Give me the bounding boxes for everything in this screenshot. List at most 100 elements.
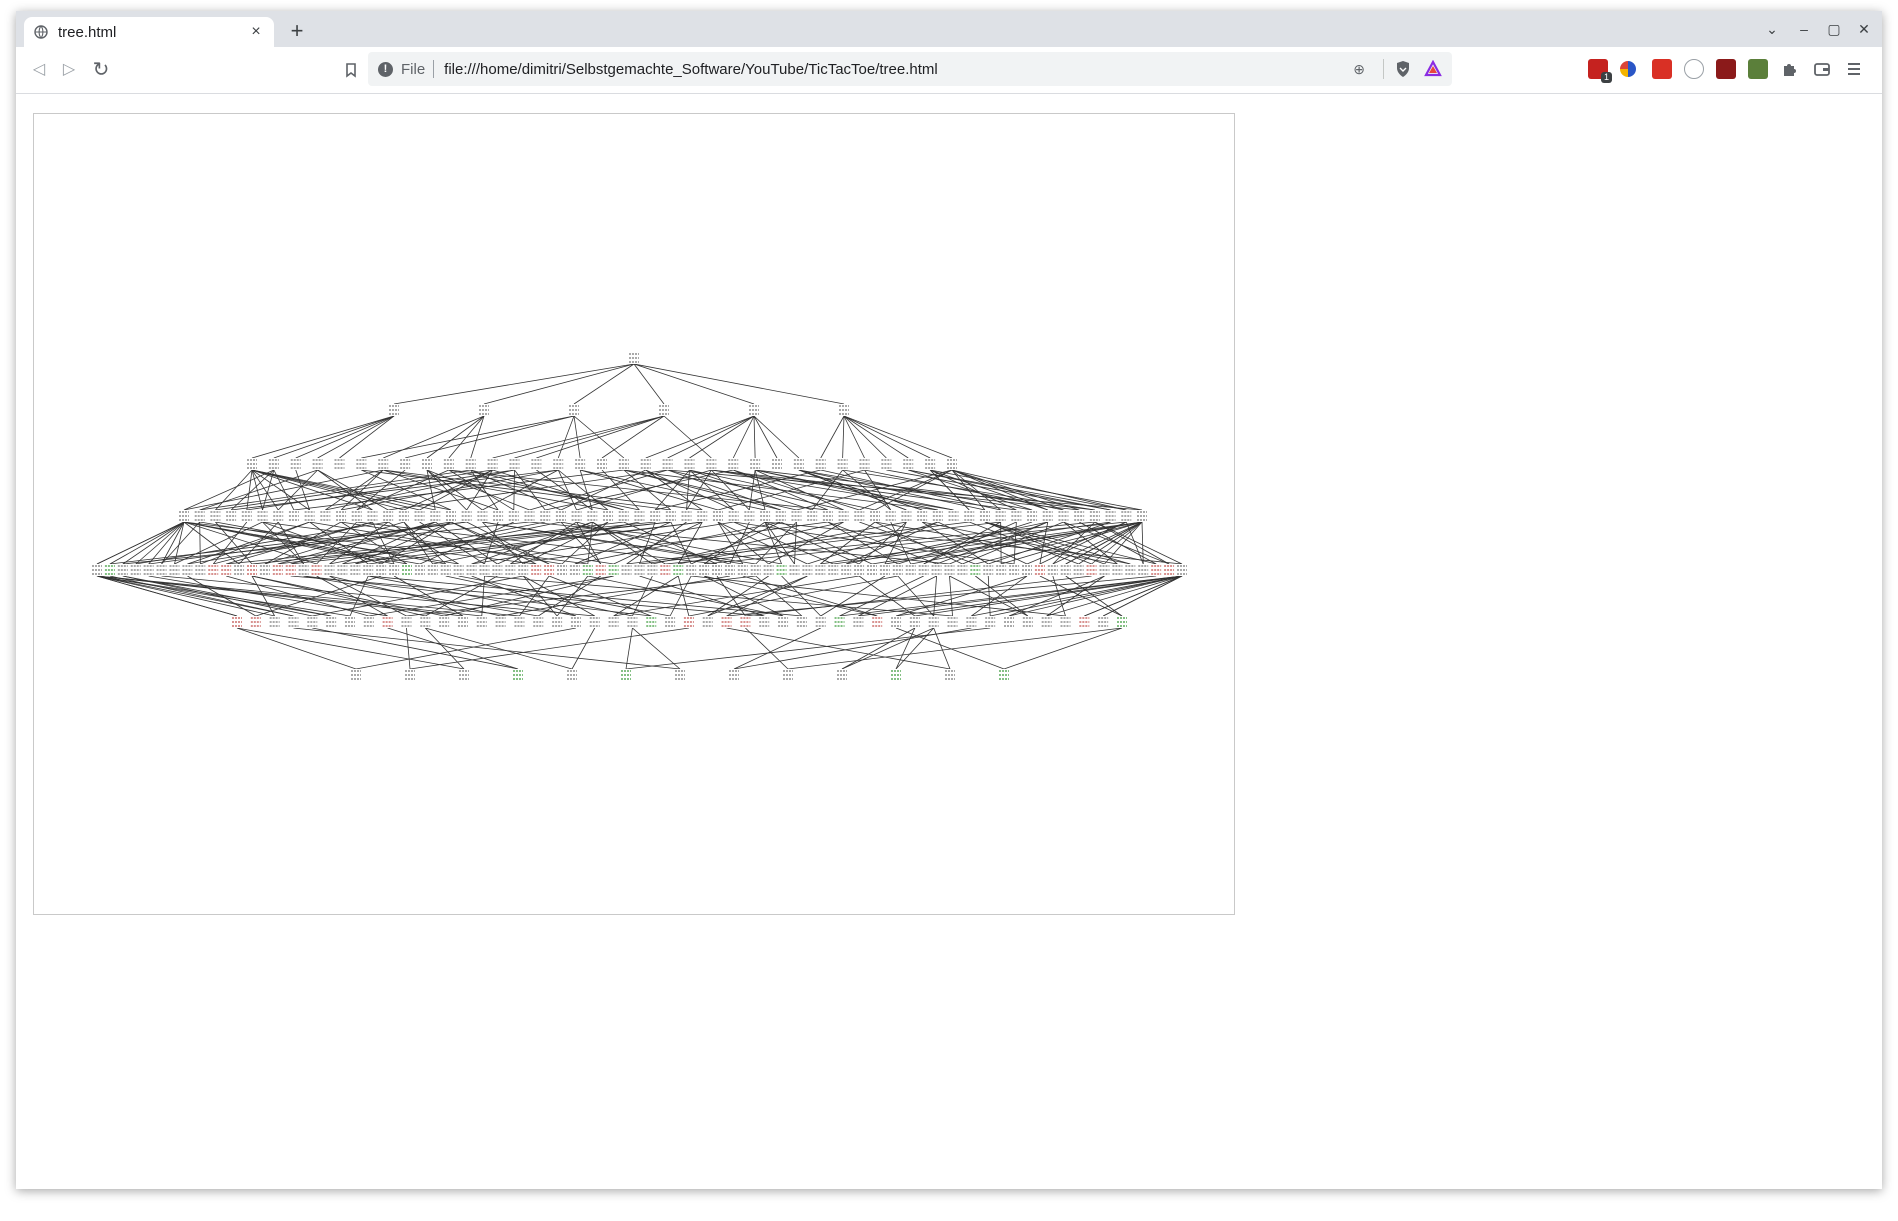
- tree-edge: [290, 521, 671, 565]
- tree-edge: [820, 575, 886, 617]
- tree-edge: [96, 575, 351, 617]
- menu-icon[interactable]: [1844, 59, 1864, 79]
- tree-edge: [277, 469, 318, 511]
- tree-edge: [316, 575, 388, 617]
- tree-edge: [251, 469, 452, 511]
- reload-button[interactable]: ↻: [92, 59, 110, 81]
- tree-edge: [846, 521, 939, 565]
- board-node: [720, 616, 733, 628]
- board-node: [963, 510, 976, 522]
- tree-edge: [632, 627, 681, 670]
- tree-edge: [670, 521, 692, 565]
- tree-edge: [780, 521, 873, 565]
- tree-edge: [613, 575, 679, 617]
- tree-edge: [251, 469, 373, 511]
- tree-edge: [135, 521, 185, 565]
- wallet-icon[interactable]: [1812, 59, 1832, 79]
- brave-shield-icon[interactable]: [1394, 60, 1412, 78]
- tree-edge: [990, 575, 1183, 617]
- tree-edge: [1003, 627, 1123, 670]
- tree-edge: [1052, 521, 1143, 565]
- red-shield-extension-icon[interactable]: [1652, 59, 1672, 79]
- tree-edge: [356, 521, 718, 565]
- board-node: [853, 564, 866, 576]
- tree-edge: [645, 469, 734, 511]
- board-node: [659, 564, 672, 576]
- tree-edge: [215, 469, 253, 511]
- dark-red-extension-icon[interactable]: [1716, 59, 1736, 79]
- tree-edge: [226, 521, 656, 565]
- board-node: [890, 616, 903, 628]
- forward-button[interactable]: ▷: [62, 61, 76, 78]
- board-node: [168, 564, 181, 576]
- board-node: [836, 669, 848, 681]
- board-node: [375, 564, 388, 576]
- board-node: [491, 564, 504, 576]
- url-text[interactable]: file:///home/dimitri/Selbstgemachte_Soft…: [444, 60, 938, 78]
- info-icon[interactable]: !: [378, 61, 393, 77]
- tree-edge: [187, 521, 310, 565]
- tree-edge: [625, 627, 633, 670]
- board-node: [727, 458, 740, 470]
- zoom-icon[interactable]: ⊕: [1353, 60, 1365, 77]
- cm-extension-icon[interactable]: [1684, 59, 1704, 79]
- back-button[interactable]: ◁: [32, 61, 46, 78]
- tree-edge: [560, 521, 602, 565]
- tree-edge: [988, 521, 1111, 565]
- board-node: [116, 564, 129, 576]
- tab-search-button[interactable]: ⌄: [1766, 21, 1778, 37]
- tree-edge: [262, 469, 275, 511]
- board-node: [388, 404, 400, 416]
- address-bar[interactable]: ! File file:///home/dimitri/Selbstgemach…: [368, 52, 1452, 86]
- tree-edge: [820, 469, 1001, 511]
- tree-edge: [329, 575, 501, 617]
- board-node: [871, 616, 884, 628]
- board-node: [727, 510, 740, 522]
- board-node: [878, 564, 891, 576]
- board-node: [478, 404, 490, 416]
- board-node: [444, 510, 457, 522]
- new-tab-button[interactable]: +: [290, 18, 304, 43]
- lock-badge-extension-icon[interactable]: 1: [1588, 59, 1612, 83]
- tree-nodes: [91, 352, 1188, 681]
- tree-edge: [1063, 521, 1170, 565]
- board-node: [782, 669, 794, 681]
- tree-edge: [536, 415, 665, 459]
- tree-edge: [251, 575, 426, 617]
- tree-edge: [368, 575, 577, 617]
- board-node: [319, 510, 332, 522]
- board-node: [723, 564, 736, 576]
- tree-edge: [96, 575, 238, 617]
- board-node: [743, 510, 756, 522]
- board-node: [762, 564, 775, 576]
- board-node: [349, 564, 362, 576]
- maximize-button[interactable]: ▢: [1827, 21, 1841, 37]
- board-node: [452, 564, 465, 576]
- close-window-button[interactable]: ✕: [1858, 21, 1870, 37]
- board-node: [271, 564, 284, 576]
- tree-edge: [908, 469, 1127, 511]
- tab-tree-html[interactable]: tree.html ×: [24, 17, 274, 47]
- tab-close-icon[interactable]: ×: [251, 23, 261, 40]
- tree-edge: [573, 415, 581, 459]
- bookmark-icon[interactable]: [338, 57, 364, 83]
- tree-edge: [843, 415, 865, 459]
- tree-edge: [726, 575, 808, 617]
- minimize-button[interactable]: –: [1800, 21, 1808, 37]
- board-node: [792, 458, 805, 470]
- color-circle-extension-icon[interactable]: [1620, 61, 1636, 77]
- board-node: [569, 616, 582, 628]
- board-node: [335, 510, 348, 522]
- board-node: [377, 458, 390, 470]
- puzzle-icon[interactable]: [1780, 59, 1800, 79]
- green-extension-icon[interactable]: [1748, 59, 1768, 79]
- board-node: [570, 510, 583, 522]
- board-node: [566, 669, 578, 681]
- tree-edge: [96, 521, 185, 565]
- tree-edge: [383, 469, 499, 511]
- tree-edge: [764, 521, 795, 565]
- tree-edge: [930, 469, 1143, 511]
- game-tree-canvas[interactable]: [33, 113, 1235, 915]
- tree-edge: [273, 415, 395, 459]
- brave-rewards-icon[interactable]: [1424, 60, 1442, 78]
